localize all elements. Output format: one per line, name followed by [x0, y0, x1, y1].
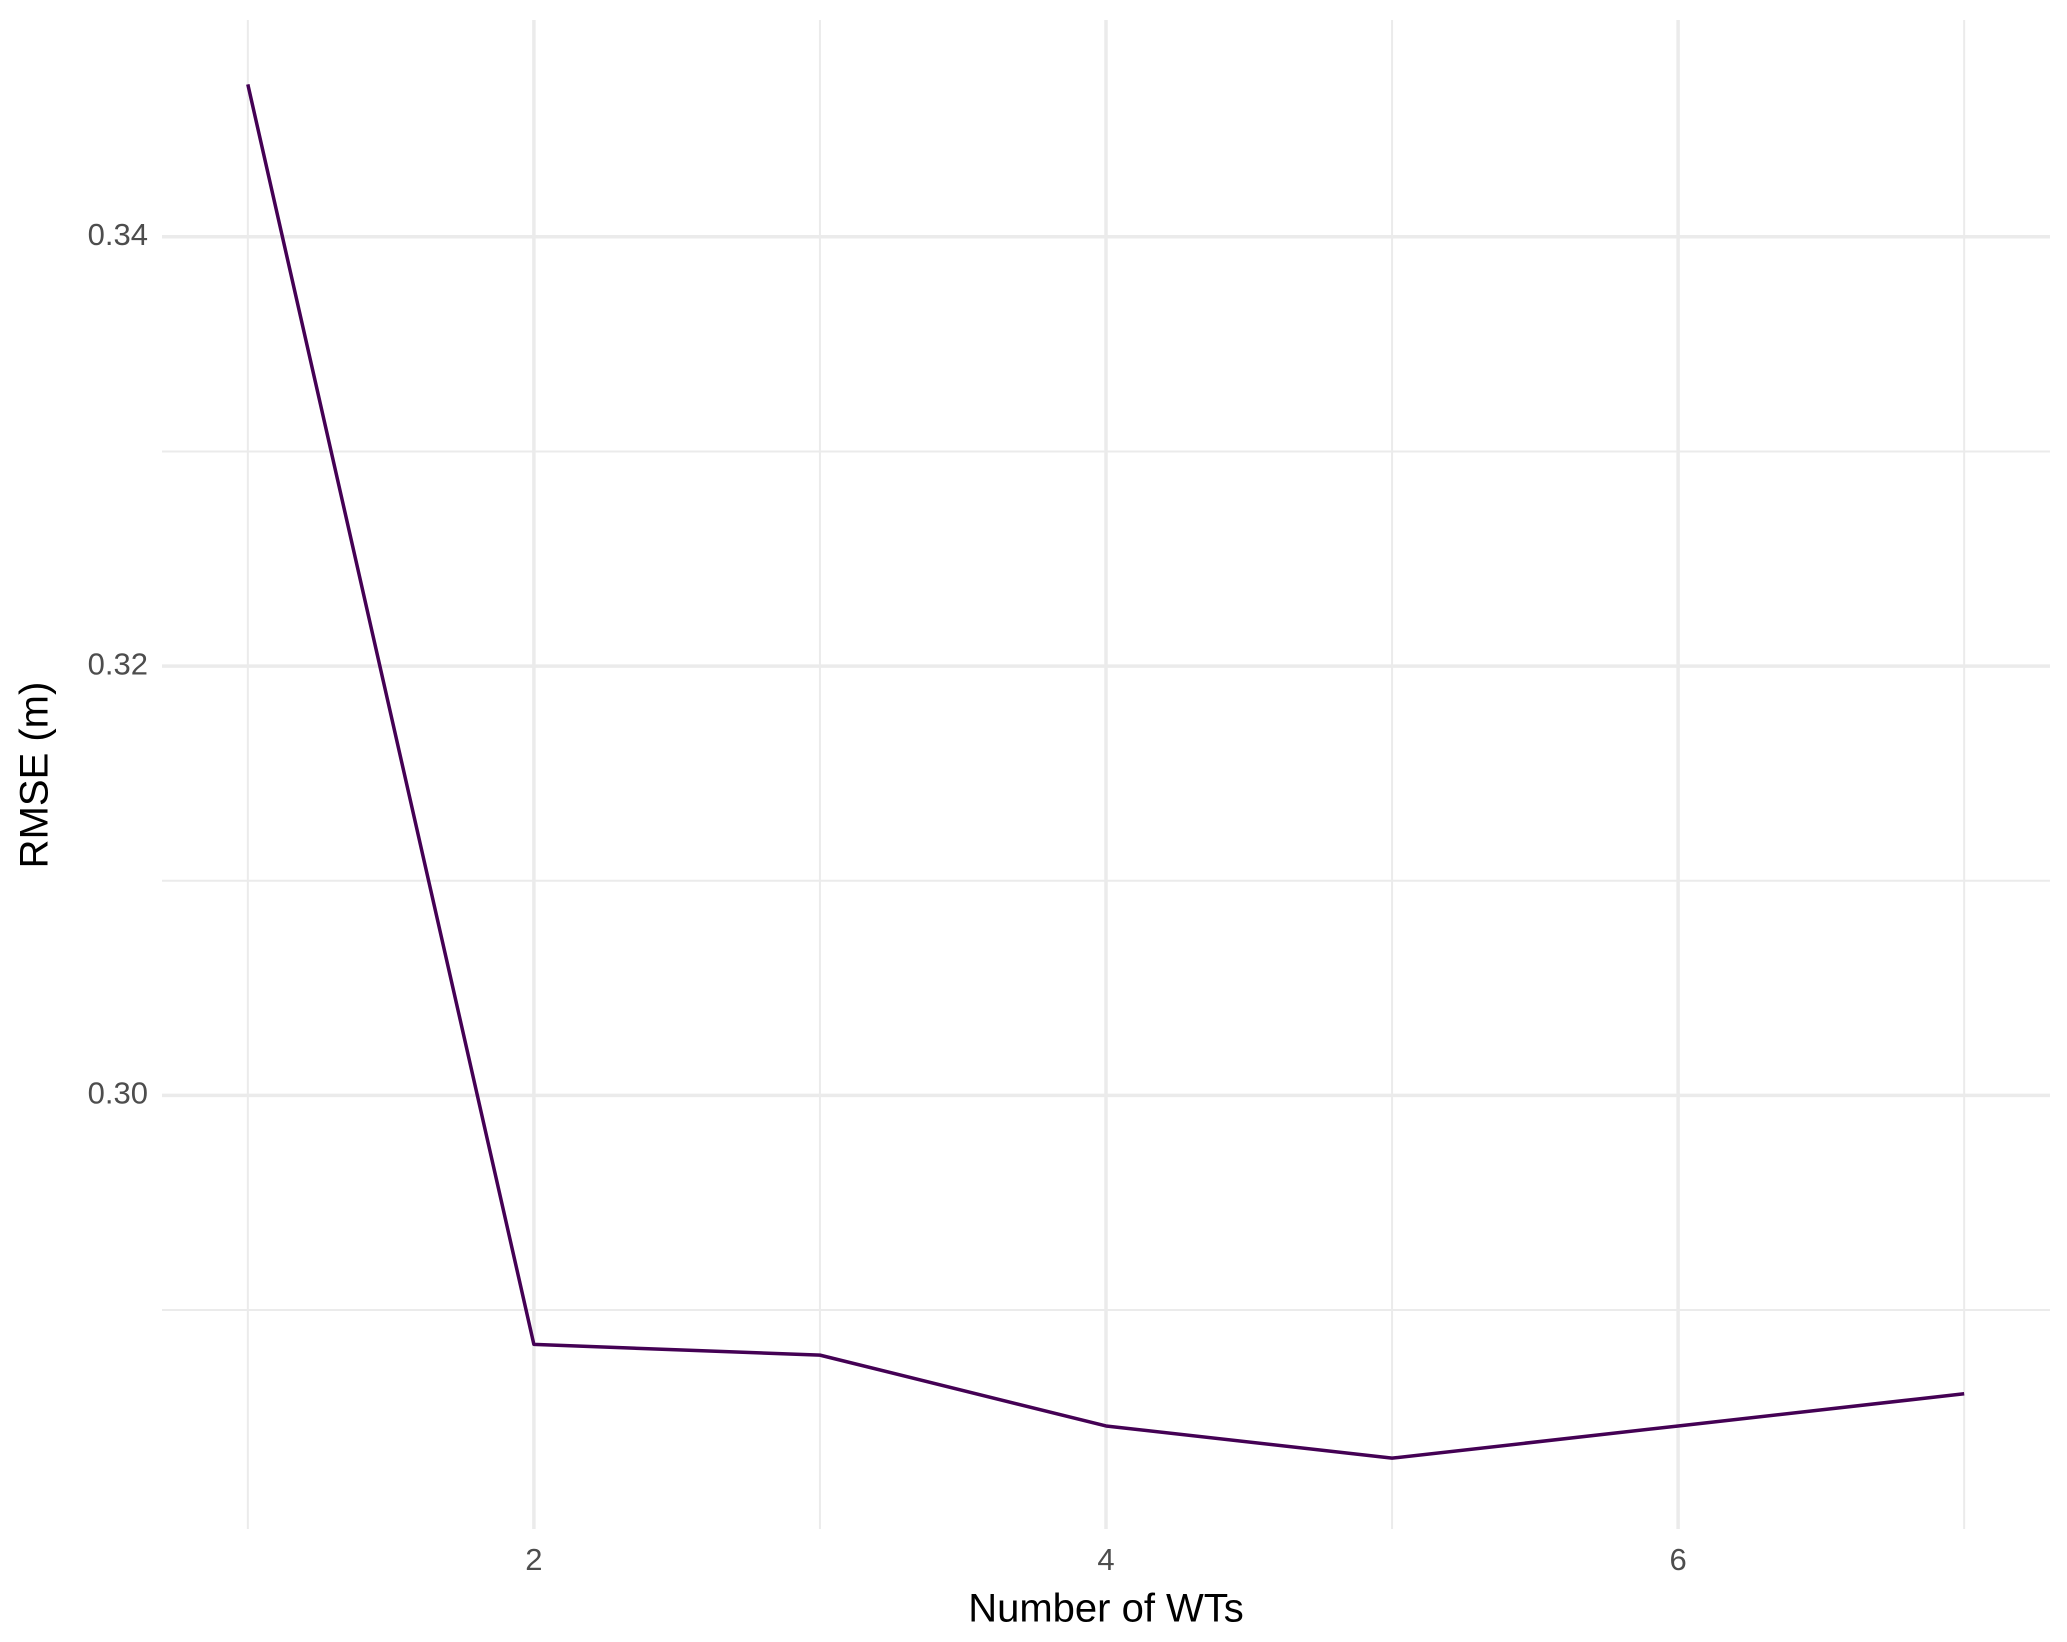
y-tick-label: 0.34 — [88, 217, 148, 252]
x-axis-title: Number of WTs — [968, 1587, 1244, 1631]
x-tick-label: 6 — [1669, 1542, 1686, 1577]
x-tick-label: 4 — [1097, 1542, 1114, 1577]
line — [246, 84, 1965, 1460]
y-tick-label: 0.30 — [88, 1076, 148, 1111]
y-axis-title: RMSE (m) — [13, 682, 57, 869]
y-tick-label: 0.32 — [88, 646, 148, 681]
x-tick-label: 2 — [525, 1542, 542, 1577]
